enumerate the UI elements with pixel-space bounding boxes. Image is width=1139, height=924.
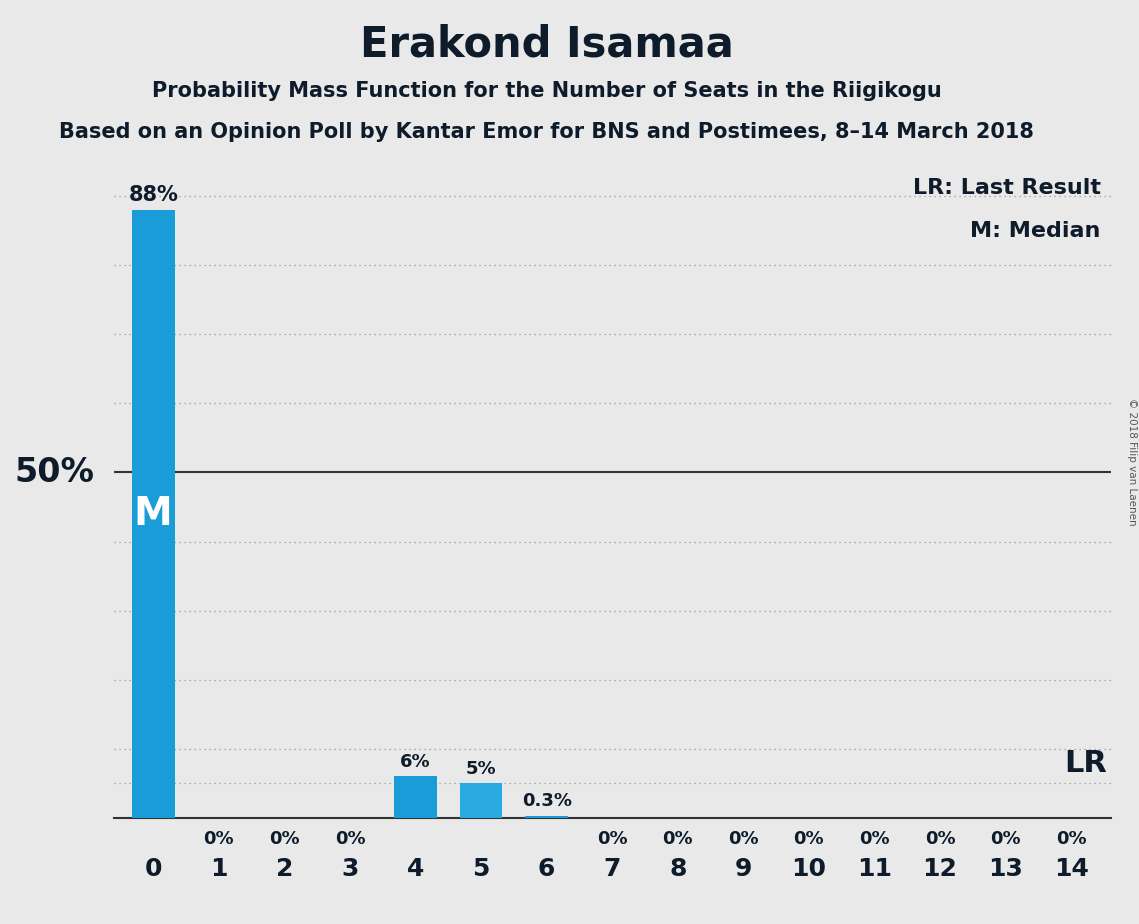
- Text: 0%: 0%: [597, 830, 628, 848]
- Text: Based on an Opinion Poll by Kantar Emor for BNS and Postimees, 8–14 March 2018: Based on an Opinion Poll by Kantar Emor …: [59, 122, 1034, 142]
- Text: LR: LR: [1064, 748, 1107, 778]
- Text: 0%: 0%: [794, 830, 825, 848]
- Text: Erakond Isamaa: Erakond Isamaa: [360, 23, 734, 65]
- Text: 0%: 0%: [1056, 830, 1087, 848]
- Text: 0%: 0%: [335, 830, 366, 848]
- Text: © 2018 Filip van Laenen: © 2018 Filip van Laenen: [1126, 398, 1137, 526]
- Text: 0%: 0%: [269, 830, 300, 848]
- Text: M: M: [134, 495, 173, 533]
- Text: LR: Last Result: LR: Last Result: [912, 178, 1100, 198]
- Text: 0%: 0%: [925, 830, 956, 848]
- Text: 0%: 0%: [859, 830, 890, 848]
- Bar: [394, 776, 437, 818]
- Text: 0%: 0%: [204, 830, 235, 848]
- Text: 0.3%: 0.3%: [522, 792, 572, 810]
- Text: M: Median: M: Median: [970, 221, 1100, 241]
- Text: 6%: 6%: [400, 753, 431, 771]
- Bar: [525, 816, 568, 818]
- Text: 0%: 0%: [728, 830, 759, 848]
- Text: 88%: 88%: [129, 185, 178, 204]
- Text: 50%: 50%: [14, 456, 93, 489]
- Bar: [132, 210, 174, 818]
- Bar: [460, 784, 502, 818]
- Text: 5%: 5%: [466, 760, 497, 778]
- Text: Probability Mass Function for the Number of Seats in the Riigikogu: Probability Mass Function for the Number…: [151, 81, 942, 102]
- Text: 0%: 0%: [663, 830, 694, 848]
- Text: 0%: 0%: [990, 830, 1021, 848]
